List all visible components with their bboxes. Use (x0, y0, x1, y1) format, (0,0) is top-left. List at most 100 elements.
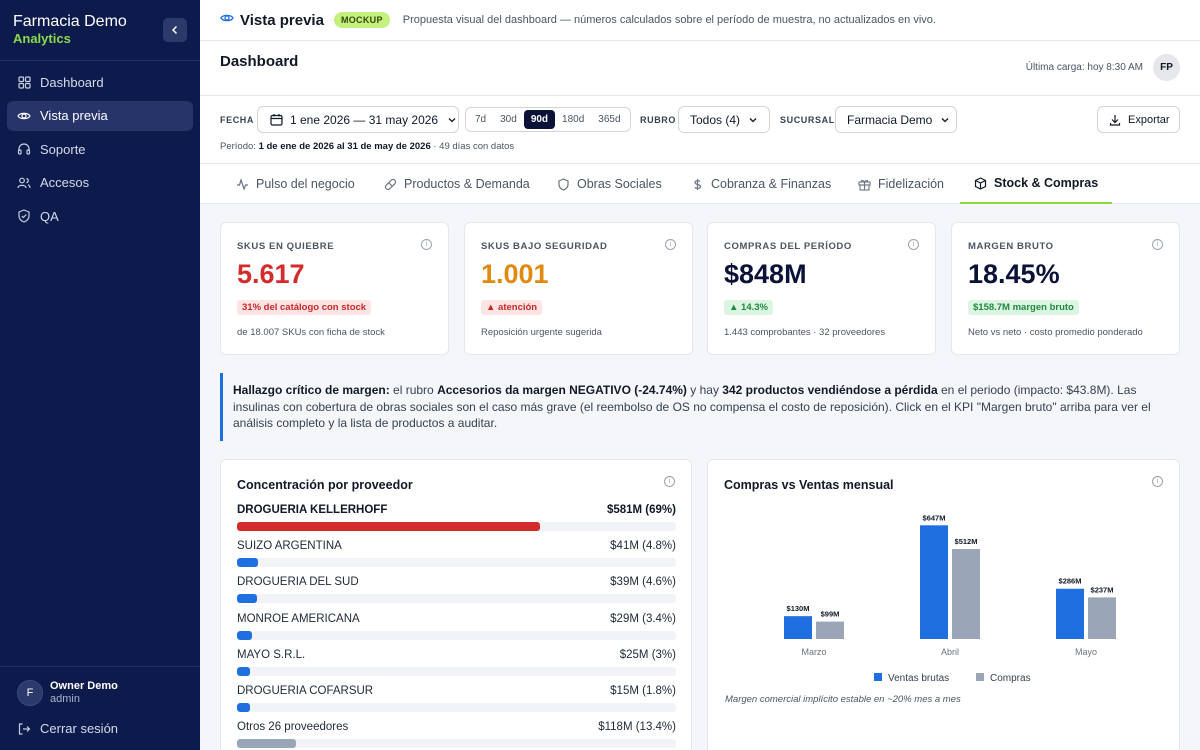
kpi-note: Reposición urgente sugerida (481, 327, 602, 338)
supplier-name: DROGUERIA DEL SUD (237, 576, 359, 589)
supplier-bar-fill (237, 703, 251, 712)
info-icon[interactable]: i (908, 239, 919, 250)
date-range-picker[interactable]: 1 ene 2026 — 31 may 2026 (257, 106, 459, 133)
supplier-bar-track (237, 522, 676, 531)
kpi-skus-bajo-seguridad[interactable]: SKUS BAJO SEGURIDAD i 1.001 ▲ atención R… (464, 222, 693, 355)
sidebar-item-accesos[interactable]: Accesos (7, 168, 193, 198)
eye-icon (17, 109, 31, 123)
info-icon[interactable]: i (664, 476, 675, 487)
sidebar-divider (0, 666, 200, 667)
range-30d[interactable]: 30d (500, 114, 517, 125)
alert-text: y hay (686, 383, 723, 397)
kpi-note: de 18.007 SKUs con ficha de stock (237, 327, 385, 338)
x-tick-label: Abril (941, 647, 959, 657)
supplier-name: MAYO S.R.L. (237, 648, 306, 661)
alert-highlight: 342 productos vendiéndose a pérdida (722, 383, 938, 397)
supplier-bar-track (237, 630, 676, 640)
supplier-row: SUIZO ARGENTINA $41M (4.8%) (237, 540, 676, 576)
tab-productos-demanda[interactable]: Productos & Demanda (384, 164, 530, 204)
kpi-margen-bruto[interactable]: MARGEN BRUTO i 18.45% $158.7M margen bru… (951, 222, 1180, 355)
preview-description: Propuesta visual del dashboard — números… (402, 14, 936, 26)
collapse-sidebar-button[interactable] (163, 18, 187, 42)
sucursal-value: Farmacia Demo (847, 112, 933, 127)
rubro-label: RUBRO (640, 115, 676, 125)
tab-obras-sociales[interactable]: Obras Sociales (557, 164, 662, 204)
info-icon[interactable]: i (665, 239, 676, 250)
top-bar: Vista previa MOCKUP Propuesta visual del… (200, 0, 1200, 41)
sidebar-item-label: Accesos (40, 175, 90, 190)
range-7d[interactable]: 7d (475, 114, 487, 125)
supplier-bar-track (237, 594, 676, 604)
export-label: Exportar (1128, 113, 1170, 126)
supplier-bar-fill (237, 739, 296, 749)
supplier-bar-track (237, 558, 676, 568)
supplier-value: $25M (3%) (619, 648, 676, 661)
download-icon (1109, 114, 1121, 126)
info-icon[interactable]: i (1152, 239, 1163, 250)
sidebar-item-qa[interactable]: QA (7, 201, 193, 231)
range-90d[interactable]: 90d (523, 110, 556, 129)
date-range-value: 1 ene 2026 — 31 may 2026 (290, 112, 439, 127)
info-icon[interactable]: i (1152, 476, 1163, 487)
supplier-value: $581M (69%) (606, 504, 676, 516)
supplier-bar-fill (237, 666, 251, 676)
user-avatar[interactable]: FP (1153, 54, 1180, 81)
sidebar-item-vista-previa[interactable]: Vista previa (7, 100, 193, 131)
kpi-label: SKUS EN QUIEBRE (237, 241, 335, 252)
tab-fidelizacion[interactable]: Fidelización (858, 164, 944, 204)
sucursal-select[interactable]: Farmacia Demo (835, 106, 957, 133)
legend-label: Ventas brutas (888, 673, 949, 684)
brand: Farmacia Demo Analytics (13, 13, 127, 47)
x-tick-label: Mayo (1075, 647, 1097, 657)
legend-label: Compras (990, 673, 1031, 684)
supplier-row: MAYO S.R.L. $25M (3%) (237, 649, 676, 685)
supplier-row: DROGUERIA COFARSUR $15M (1.8%) (237, 685, 676, 721)
page-title: Vista previa (240, 11, 324, 29)
sidebar-item-soporte[interactable]: Soporte (7, 134, 193, 164)
supplier-name: DROGUERIA KELLERHOFF (237, 504, 388, 516)
rubro-value: Todos (4) (690, 112, 741, 127)
supplier-bar-fill (237, 630, 252, 640)
kpi-value: 18.45% (968, 259, 1060, 289)
sidebar-item-label: Vista previa (40, 108, 108, 123)
pill-icon (384, 178, 397, 191)
x-tick-label: Marzo (801, 647, 826, 657)
kpi-label: COMPRAS DEL PERÍODO (724, 241, 852, 252)
logout-button[interactable]: Cerrar sesión (17, 721, 118, 736)
logout-label: Cerrar sesión (40, 721, 119, 736)
range-180d[interactable]: 180d (562, 114, 585, 125)
data-label: $512M (955, 537, 978, 546)
period-days: · 49 días con datos (430, 141, 515, 152)
margin-alert: Hallazgo crítico de margen: el rubro Acc… (220, 373, 1179, 441)
tab-label: Cobranza & Finanzas (711, 177, 832, 191)
mockup-badge: MOCKUP (333, 12, 390, 28)
bar-compras (1088, 597, 1116, 639)
period-range: 1 de ene de 2026 al 31 de may de 2026 (258, 141, 431, 152)
user-profile[interactable]: F Owner Demo admin (17, 680, 118, 706)
sidebar-item-dashboard[interactable]: Dashboard (7, 67, 193, 97)
supplier-value: $15M (1.8%) (610, 685, 676, 697)
eye-icon (220, 11, 234, 30)
supplier-bar-fill (237, 558, 259, 568)
tab-pulso-del-negocio[interactable]: Pulso del negocio (236, 164, 355, 204)
shield-icon (557, 177, 570, 191)
tab-cobranza-finanzas[interactable]: Cobranza & Finanzas (691, 164, 831, 204)
kpi-skus-en-quiebre[interactable]: SKUS EN QUIEBRE i 5.617 31% del catálogo… (220, 222, 449, 355)
dashboard-title: Dashboard (220, 53, 299, 70)
rubro-select[interactable]: Todos (4) (678, 106, 770, 133)
kpi-compras-del-periodo[interactable]: COMPRAS DEL PERÍODO i $848M ▲ 14.3% 1.44… (707, 222, 936, 355)
sidebar-item-label: Dashboard (40, 74, 104, 90)
supplier-value: $41M (4.8%) (610, 540, 676, 553)
chevron-left-icon (171, 25, 178, 35)
kpi-note: 1.443 comprobantes · 32 proveedores (724, 327, 886, 338)
bar-compras (952, 549, 980, 639)
legend-swatch (976, 673, 984, 681)
tab-stock-compras[interactable]: Stock & Compras (960, 164, 1113, 204)
export-button[interactable]: Exportar (1097, 106, 1180, 133)
kpi-note: Neto vs neto · costo promedio ponderado (968, 327, 1143, 338)
range-365d[interactable]: 365d (598, 114, 621, 125)
period-prefix: Período: (220, 141, 259, 152)
brand-name: Farmacia Demo (13, 13, 127, 30)
user-role: admin (50, 693, 80, 705)
info-icon[interactable]: i (421, 239, 432, 250)
